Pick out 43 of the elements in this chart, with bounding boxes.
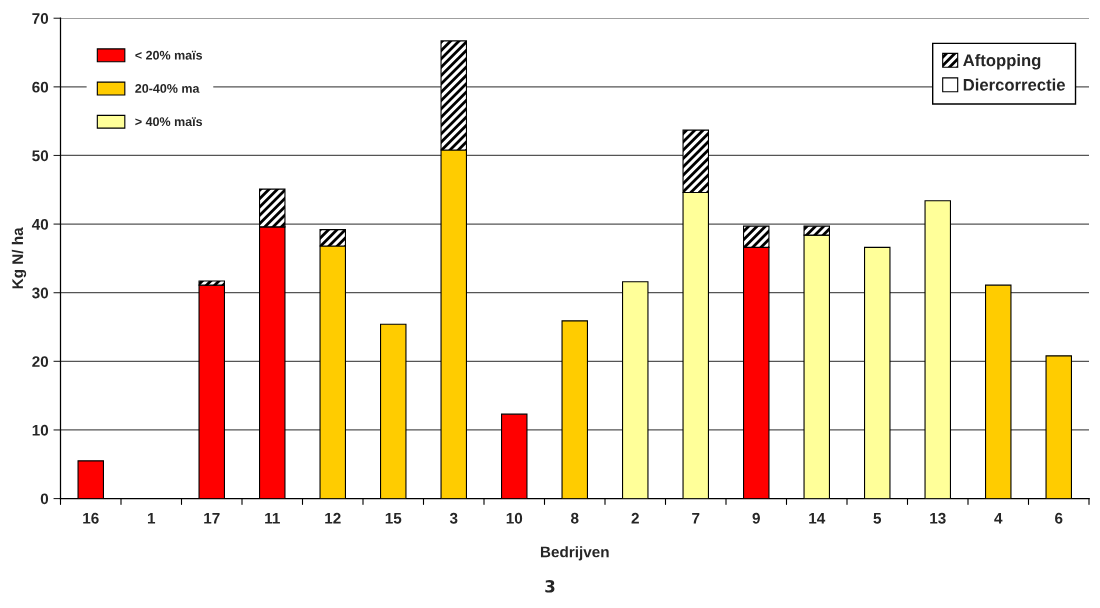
x-tick-label: 4 [994,513,1003,524]
x-tick-label: 16 [83,512,99,524]
bar [621,281,649,499]
y-tick-label: 40 [31,218,49,230]
x-tick-label: 7 [692,513,700,524]
y-tick-label: 30 [32,287,49,299]
x-tick-label: 6 [1055,512,1063,524]
bar [863,246,891,499]
bar [984,284,1012,499]
legend-label: 20-40% ma [135,84,200,93]
bar [1045,355,1073,499]
x-tick-label: 10 [506,512,523,524]
legend-label: Aftopping [963,53,1041,70]
bar [500,413,528,499]
legend-label: < 20% maïs [135,50,203,60]
x-tick-label: 15 [385,513,402,524]
y-tick-label: 20 [32,356,49,368]
y-axis-title: Kg N/ ha [11,227,27,289]
x-tick-label: 13 [930,512,946,524]
bar [77,460,105,499]
x-tick-label: 14 [809,513,826,524]
y-tick-label: 70 [32,13,49,24]
legend-label: > 40% maïs [135,117,203,127]
bar [924,200,952,499]
x-tick-label: 11 [265,513,280,524]
x-tick-label: 2 [631,512,639,524]
x-tick-label: 9 [752,512,760,524]
legend-label: Diercorrectie [963,78,1065,91]
bar [198,284,226,499]
y-tick-label: 50 [32,150,49,162]
y-tick-label: 60 [32,81,49,93]
text: 3 [545,580,555,593]
x-tick-label: 3 [449,512,458,524]
y-tick-label: 0 [40,493,49,505]
x-tick-label: 8 [570,512,579,524]
x-tick-label: 17 [204,513,220,524]
x-tick-label: 5 [873,513,882,524]
x-tick-label: 12 [325,512,341,524]
x-tick-label: 1 [147,513,156,524]
bar [379,323,407,499]
bar [561,320,589,499]
x-axis-title: Bedrijven [540,546,609,561]
y-tick-label: 10 [32,424,49,436]
